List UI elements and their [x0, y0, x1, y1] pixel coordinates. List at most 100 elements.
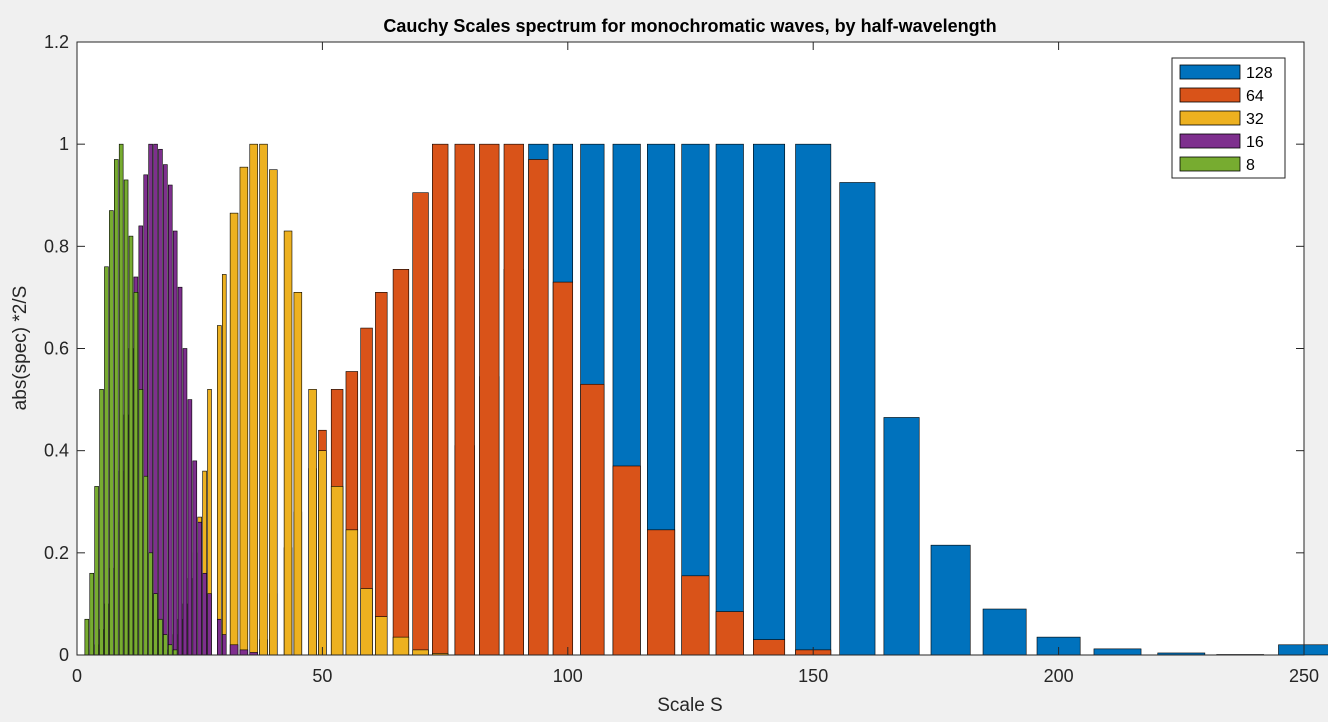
bar: [158, 618, 163, 656]
y-tick-label: 0.8: [44, 236, 69, 256]
bar: [375, 616, 388, 656]
bar: [454, 143, 475, 656]
y-tick-label: 0.6: [44, 339, 69, 359]
bar: [192, 460, 198, 656]
bar: [681, 575, 710, 656]
bar: [153, 593, 158, 656]
bar: [293, 292, 303, 656]
bar: [158, 148, 163, 656]
bar: [412, 649, 429, 656]
bar: [1093, 648, 1142, 656]
bar: [202, 572, 207, 656]
bar: [182, 348, 188, 656]
bar: [681, 143, 710, 656]
bar: [99, 389, 104, 656]
bar: [715, 611, 744, 656]
legend-label-128: 128: [1246, 65, 1273, 82]
bar: [580, 383, 605, 656]
legend-swatch-8: [1179, 156, 1241, 172]
bar: [229, 644, 239, 656]
series-8: [84, 143, 178, 656]
legend-label-32: 32: [1246, 111, 1264, 128]
x-tick-label: 250: [1289, 666, 1319, 686]
bar: [795, 143, 832, 656]
bar: [330, 486, 344, 656]
bar: [392, 269, 410, 656]
bar: [128, 235, 134, 656]
y-axis: 0 0.2 0.4 0.6 0.8 1 1.2: [44, 32, 1304, 665]
y-tick-label: 0.2: [44, 543, 69, 563]
bar: [432, 143, 449, 656]
bar: [360, 588, 373, 656]
bar: [217, 618, 222, 656]
bar: [172, 649, 178, 656]
bar: [153, 143, 158, 656]
bar: [167, 644, 173, 656]
bar: [503, 143, 524, 656]
bar: [1278, 644, 1328, 656]
x-tick-label: 100: [553, 666, 583, 686]
bar: [221, 634, 227, 656]
bar: [318, 450, 327, 656]
bar: [197, 521, 202, 656]
bar: [839, 182, 876, 656]
bar: [345, 529, 359, 656]
bar: [249, 143, 258, 656]
x-tick-label: 150: [798, 666, 828, 686]
bar: [172, 230, 178, 656]
bar: [167, 184, 173, 656]
bar: [715, 143, 744, 656]
bar: [148, 552, 153, 656]
bar: [283, 230, 293, 656]
bar: [114, 159, 119, 656]
bar: [177, 286, 183, 656]
chart-title: Cauchy Scales spectrum for monochromatic…: [383, 16, 996, 36]
y-tick-label: 1: [59, 134, 69, 154]
bar: [138, 389, 144, 656]
legend-label-8: 8: [1246, 157, 1255, 174]
bar: [89, 572, 94, 656]
x-axis: 0 50 100 150 200 250: [72, 42, 1319, 686]
bar: [753, 143, 786, 656]
bar: [143, 475, 148, 656]
bar: [612, 465, 641, 656]
y-tick-label: 0: [59, 645, 69, 665]
bar: [392, 636, 410, 656]
bar: [269, 169, 278, 656]
bar: [930, 544, 971, 656]
bar: [982, 608, 1027, 656]
legend-swatch-32: [1179, 110, 1241, 126]
bar: [217, 325, 222, 656]
bar: [94, 486, 99, 656]
bar: [187, 399, 193, 656]
legend-label-64: 64: [1246, 88, 1264, 105]
bar: [239, 649, 249, 656]
bar: [552, 281, 574, 656]
bar: [118, 143, 124, 656]
legend-swatch-64: [1179, 87, 1241, 103]
bar: [308, 389, 317, 656]
bar: [104, 266, 109, 656]
bar: [84, 618, 90, 656]
legend-swatch-16: [1179, 133, 1241, 149]
bar: [133, 292, 139, 656]
bar: [259, 143, 268, 656]
legend-swatch-128: [1179, 64, 1241, 80]
x-tick-label: 200: [1044, 666, 1074, 686]
bar: [163, 164, 168, 656]
x-tick-label: 0: [72, 666, 82, 686]
bar: [109, 210, 114, 656]
bar: [375, 292, 388, 656]
bar: [753, 639, 786, 656]
legend: 128 64 32 16 8: [1171, 57, 1286, 179]
legend-label-16: 16: [1246, 134, 1264, 151]
bar: [412, 192, 429, 656]
bar: [229, 212, 239, 656]
bar: [207, 593, 212, 656]
bar: [221, 274, 227, 656]
bar: [883, 417, 920, 656]
bar: [647, 529, 676, 656]
y-tick-label: 0.4: [44, 441, 69, 461]
x-tick-label: 50: [312, 666, 332, 686]
